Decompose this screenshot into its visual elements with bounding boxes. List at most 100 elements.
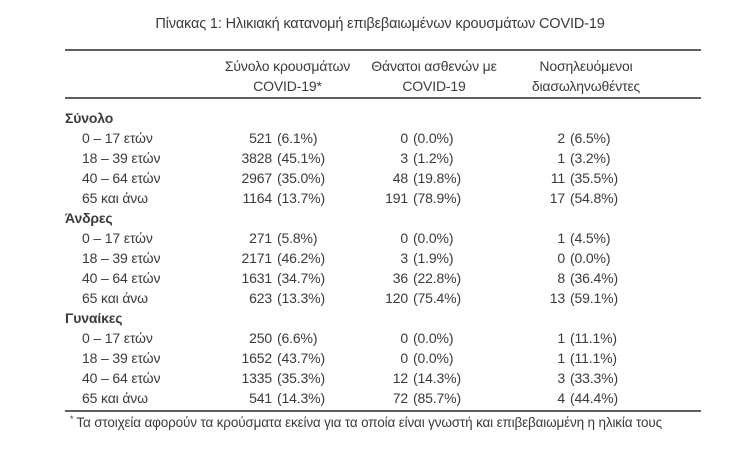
cases-cell: 623 (13.3%) (215, 288, 360, 308)
cases-pct: (35.0%) (277, 170, 325, 186)
table-row: 40 – 64 ετών 1631 (34.7%) 36 (22.8%) 8 (36.… (65, 268, 701, 288)
col-header-deaths-line1: Θάνατοι ασθενών με (371, 58, 497, 74)
cases-pct: (45.1%) (277, 150, 325, 166)
table-row: 18 – 39 ετών 3828 (45.1%) 3 (1.2%) 1 (3.2%) (65, 148, 701, 168)
age-label: 65 και άνω (82, 290, 148, 306)
age-label: 65 και άνω (82, 190, 148, 206)
deaths-pct: (0.0%) (413, 330, 454, 346)
deaths-cell: 0 (0.0%) (360, 128, 500, 148)
age-label: 0 – 17 ετών (82, 330, 153, 346)
intubated-value: 4 (557, 390, 565, 406)
table-row: 40 – 64 ετών 2967 (35.0%) 48 (19.8%) 11 (35… (65, 168, 701, 188)
deaths-value: 120 (385, 290, 408, 306)
col-header-cases: Σύνολο κρουσμάτων COVID-19* (215, 56, 360, 96)
cases-cell: 541 (14.3%) (215, 388, 360, 408)
intubated-value: 1 (557, 150, 565, 166)
cases-cell: 250 (6.6%) (215, 328, 360, 348)
deaths-cell: 3 (1.9%) (360, 248, 500, 268)
deaths-cell: 0 (0.0%) (360, 228, 500, 248)
cases-value: 2171 (241, 250, 272, 266)
cases-cell: 271 (5.8%) (215, 228, 360, 248)
deaths-pct: (1.2%) (413, 150, 454, 166)
cases-value: 1335 (241, 370, 272, 386)
deaths-value: 48 (392, 170, 408, 186)
intubated-cell: 4 (44.4%) (500, 388, 701, 408)
intubated-cell: 11 (35.5%) (500, 168, 701, 188)
deaths-pct: (22.8%) (413, 270, 461, 286)
deaths-cell: 191 (78.9%) (360, 188, 500, 208)
deaths-pct: (19.8%) (413, 170, 461, 186)
col-header-cases-line1: Σύνολο κρουσμάτων (224, 58, 351, 74)
intubated-cell: 1 (4.5%) (500, 228, 701, 248)
deaths-cell: 72 (85.7%) (360, 388, 500, 408)
intubated-cell: 17 (54.8%) (500, 188, 701, 208)
table-row: 40 – 64 ετών 1335 (35.3%) 12 (14.3%) 3 (33.… (65, 368, 701, 388)
intubated-value: 1 (557, 350, 565, 366)
deaths-value: 3 (400, 250, 408, 266)
cases-cell: 1631 (34.7%) (215, 268, 360, 288)
intubated-pct: (11.1%) (570, 350, 617, 366)
intubated-pct: (59.1%) (570, 290, 618, 306)
deaths-value: 3 (400, 150, 408, 166)
intubated-value: 0 (557, 250, 565, 266)
cases-value: 3828 (241, 150, 272, 166)
cases-cell: 1335 (35.3%) (215, 368, 360, 388)
intubated-cell: 1 (3.2%) (500, 148, 701, 168)
intubated-value: 11 (550, 170, 565, 186)
cases-pct: (34.7%) (277, 270, 325, 286)
intubated-pct: (0.0%) (570, 250, 611, 266)
deaths-pct: (0.0%) (413, 130, 454, 146)
col-header-intubated-line2: διασωληνωθέντες (531, 78, 641, 94)
age-label: 18 – 39 ετών (82, 250, 161, 266)
age-label: 18 – 39 ετών (82, 350, 161, 366)
cases-value: 1164 (242, 190, 272, 206)
intubated-value: 13 (549, 290, 565, 306)
table-row: 18 – 39 ετών 2171 (46.2%) 3 (1.9%) 0 (0.0%) (65, 248, 701, 268)
cases-pct: (35.3%) (277, 370, 325, 386)
deaths-pct: (85.7%) (413, 390, 461, 406)
intubated-pct: (33.3%) (570, 370, 618, 386)
covid-age-table: Σύνολο κρουσμάτων COVID-19* Θάνατοι ασθε… (65, 49, 701, 412)
age-label: 40 – 64 ετών (82, 370, 161, 386)
age-label: 65 και άνω (82, 390, 148, 406)
age-label: 40 – 64 ετών (82, 270, 161, 286)
deaths-pct: (0.0%) (413, 230, 454, 246)
deaths-value: 0 (400, 330, 408, 346)
cases-pct: (43.7%) (277, 350, 325, 366)
deaths-cell: 3 (1.2%) (360, 148, 500, 168)
table-row: 65 και άνω 541 (14.3%) 72 (85.7%) 4 (44.4%) (65, 388, 701, 408)
cases-pct: (13.7%) (277, 190, 325, 206)
intubated-pct: (6.5%) (570, 130, 611, 146)
table-row: 65 και άνω 1164 (13.7%) 191 (78.9%) 17 (54.… (65, 188, 701, 208)
table-row: 0 – 17 ετών 250 (6.6%) 0 (0.0%) 1 (11.1%) (65, 328, 701, 348)
deaths-value: 0 (400, 350, 408, 366)
cases-cell: 1164 (13.7%) (215, 188, 360, 208)
section-header-row: Σύνολο (65, 108, 701, 128)
intubated-pct: (4.5%) (570, 230, 611, 246)
table-row: 0 – 17 ετών 521 (6.1%) 0 (0.0%) 2 (6.5%) (65, 128, 701, 148)
intubated-cell: 13 (59.1%) (500, 288, 701, 308)
intubated-cell: 2 (6.5%) (500, 128, 701, 148)
table-body: Σύνολο 0 – 17 ετών 521 (6.1%) 0 (0.0%) 2 (6… (65, 99, 701, 410)
cases-value: 1631 (241, 270, 272, 286)
deaths-pct: (75.4%) (413, 290, 461, 306)
table-row: 18 – 39 ετών 1652 (43.7%) 0 (0.0%) 1 (11.1%… (65, 348, 701, 368)
cases-pct: (6.6%) (277, 330, 318, 346)
cases-pct: (5.8%) (277, 230, 318, 246)
intubated-value: 1 (557, 230, 565, 246)
age-label: 40 – 64 ετών (82, 170, 161, 186)
deaths-value: 0 (400, 230, 408, 246)
cases-pct: (13.3%) (277, 290, 325, 306)
deaths-value: 36 (392, 270, 408, 286)
col-header-intubated-line1: Νοσηλευόμενοι (539, 58, 633, 74)
intubated-cell: 8 (36.4%) (500, 268, 701, 288)
cases-cell: 1652 (43.7%) (215, 348, 360, 368)
deaths-cell: 0 (0.0%) (360, 348, 500, 368)
intubated-pct: (54.8%) (570, 190, 618, 206)
intubated-pct: (3.2%) (570, 150, 611, 166)
deaths-value: 0 (400, 130, 408, 146)
intubated-pct: (44.4%) (570, 390, 618, 406)
deaths-pct: (0.0%) (413, 350, 454, 366)
deaths-value: 12 (392, 370, 408, 386)
